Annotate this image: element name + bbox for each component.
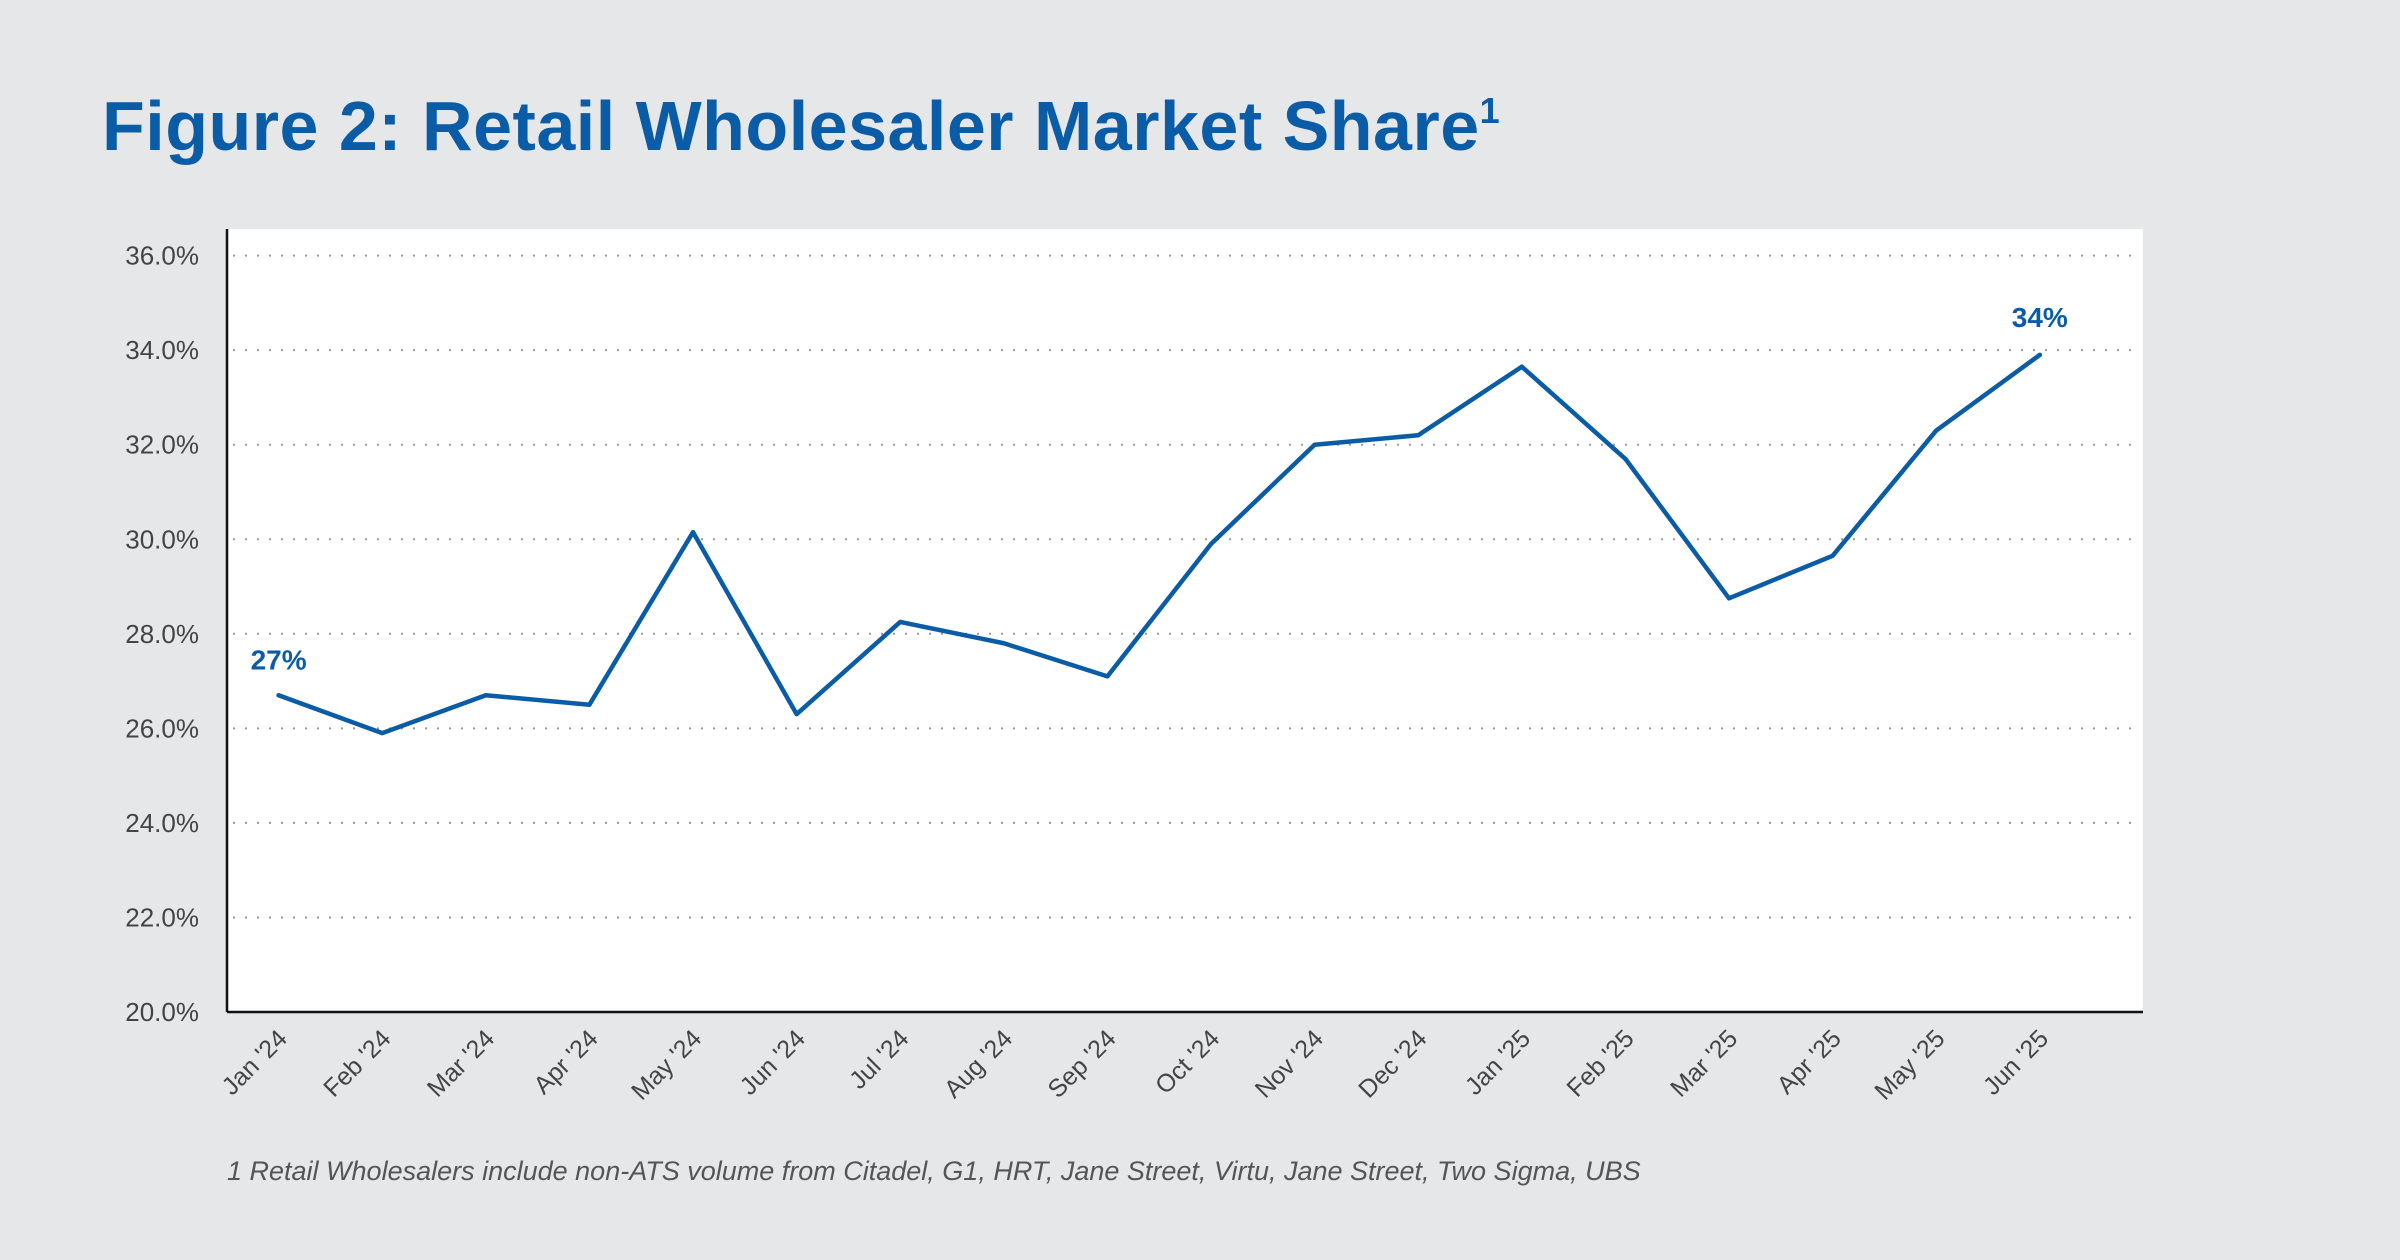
data-point bbox=[483, 693, 488, 698]
y-tick-label: 28.0% bbox=[125, 619, 199, 649]
data-point bbox=[1830, 553, 1835, 558]
y-tick-label: 24.0% bbox=[125, 808, 199, 838]
data-label: 34% bbox=[2012, 302, 2068, 333]
footnote: 1 Retail Wholesalers include non-ATS vol… bbox=[227, 1156, 1641, 1186]
title-footnote-marker: 1 bbox=[1479, 90, 1501, 131]
y-tick-label: 32.0% bbox=[125, 430, 199, 460]
x-tick-label: Dec '24 bbox=[1353, 1024, 1432, 1103]
data-point bbox=[1934, 428, 1939, 433]
y-tick-label: 34.0% bbox=[125, 335, 199, 365]
data-point bbox=[2037, 352, 2042, 357]
x-tick-label: May '24 bbox=[626, 1024, 707, 1105]
y-tick-label: 22.0% bbox=[125, 902, 199, 932]
data-point bbox=[1416, 433, 1421, 438]
x-tick-label: Aug '24 bbox=[939, 1024, 1018, 1103]
data-point bbox=[276, 693, 281, 698]
x-tick-label: Jan '24 bbox=[217, 1024, 293, 1100]
x-tick-label: Jul '24 bbox=[844, 1024, 914, 1094]
x-tick-label: Sep '24 bbox=[1042, 1024, 1121, 1103]
x-tick-label: Nov '24 bbox=[1250, 1024, 1329, 1103]
y-tick-label: 36.0% bbox=[125, 241, 199, 271]
data-point bbox=[1623, 456, 1628, 461]
data-label: 27% bbox=[251, 644, 307, 675]
data-point bbox=[1312, 442, 1317, 447]
data-point bbox=[794, 712, 799, 717]
x-tick-label: Jan '25 bbox=[1460, 1024, 1536, 1100]
x-tick-label: Jun '25 bbox=[1978, 1024, 2054, 1100]
data-point bbox=[1105, 674, 1110, 679]
y-tick-label: 26.0% bbox=[125, 713, 199, 743]
x-tick-label: Mar '24 bbox=[422, 1024, 500, 1102]
data-point bbox=[380, 731, 385, 736]
x-tick-label: Oct '24 bbox=[1150, 1024, 1225, 1099]
x-tick-label: Apr '25 bbox=[1772, 1024, 1847, 1099]
data-point bbox=[898, 619, 903, 624]
plot-area bbox=[227, 229, 2143, 1012]
data-point bbox=[1001, 641, 1006, 646]
data-point bbox=[1209, 541, 1213, 546]
x-tick-label: Feb '25 bbox=[1561, 1024, 1639, 1102]
chart-title: Figure 2: Retail Wholesaler Market Share… bbox=[102, 86, 1500, 166]
x-tick-label: Feb '24 bbox=[318, 1024, 396, 1102]
x-tick-label: May '25 bbox=[1869, 1024, 1950, 1105]
data-point bbox=[1519, 364, 1524, 369]
data-point bbox=[691, 530, 695, 535]
data-point bbox=[587, 702, 592, 707]
y-tick-label: 30.0% bbox=[125, 524, 199, 554]
series-line bbox=[276, 352, 2043, 736]
x-tick-label: Mar '25 bbox=[1665, 1024, 1743, 1102]
title-text: Figure 2: Retail Wholesaler Market Share bbox=[102, 87, 1480, 165]
y-tick-label: 20.0% bbox=[125, 997, 199, 1027]
x-tick-label: Jun '24 bbox=[735, 1024, 811, 1100]
x-tick-label: Apr '24 bbox=[528, 1024, 603, 1099]
data-point bbox=[1727, 596, 1731, 601]
